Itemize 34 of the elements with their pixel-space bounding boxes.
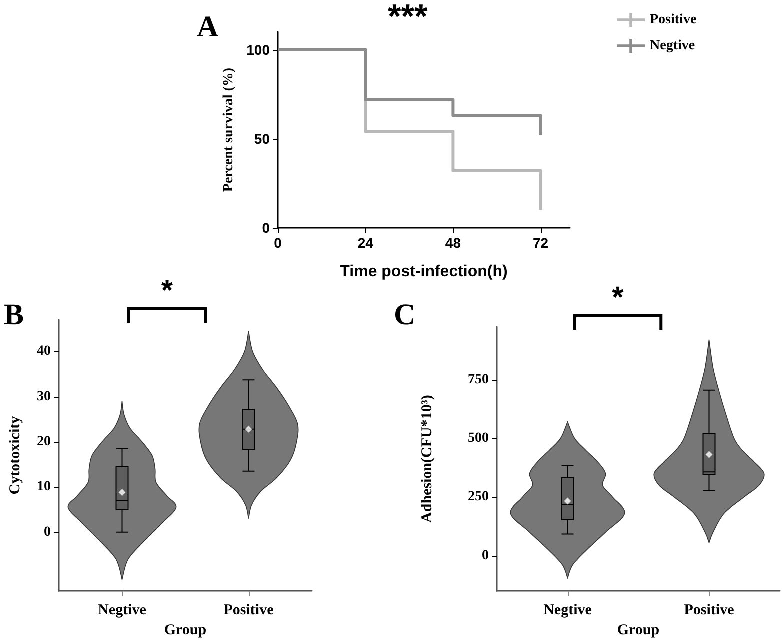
y-tick-label: 0 [482,548,489,564]
legend-label: Positive [650,12,697,28]
y-tick-label: 20 [37,434,51,450]
x-tick-label: Negtive [98,602,147,619]
y-tick-label: 40 [37,344,51,360]
y-tick-label: 50 [254,130,270,147]
x-axis-title: Group [617,622,660,638]
y-axis-title: Cytotoxicity [8,416,24,495]
x-tick-label: Positive [224,602,274,619]
x-tick-label: 24 [358,235,374,251]
y-tick-label: 0 [262,220,270,236]
legend-label: Negtive [650,38,696,54]
text: * [612,282,624,314]
y-axis-title: Percent survival (%) [222,68,236,192]
x-axis-title: Group [164,622,207,638]
annotation: *** [388,0,428,36]
x-tick-label: 72 [533,235,549,251]
y-tick-label: 10 [37,480,51,495]
y-tick-label: 30 [37,389,51,404]
y-tick-label: 0 [44,524,51,540]
text: C [394,298,416,332]
text: A [197,10,219,44]
y-tick-label: 100 [246,42,270,58]
y-tick-label: 250 [468,490,489,505]
y-tick-label: 500 [468,431,489,446]
x-tick-label: 0 [274,235,282,251]
text: * [161,274,174,308]
x-tick-label: 48 [445,235,462,251]
y-tick-label: 750 [468,372,489,388]
y-axis-title: Adhesion(CFU*10³) [420,395,436,523]
x-tick-label: Negtive [544,602,592,619]
text: B [4,298,24,332]
x-axis-title: Time post-infection(h) [340,264,508,280]
x-tick-label: Positive [684,602,735,619]
